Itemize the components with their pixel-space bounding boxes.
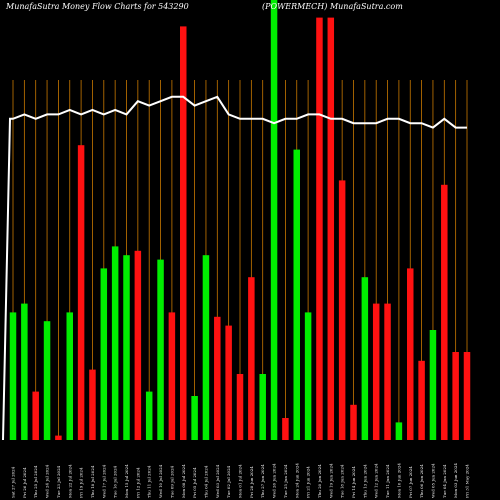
x-tick-label: Mon 10 Jun 2024 — [396, 463, 401, 498]
x-tick-label: Wed 12 Jun 2024 — [374, 463, 379, 498]
money-flow-bar — [66, 312, 73, 440]
money-flow-bar — [236, 374, 244, 440]
x-tick-label: Fri 28 Jun 2024 — [249, 466, 254, 498]
money-flow-bar — [452, 352, 459, 440]
x-tick-label: Fri 14 Jun 2024 — [351, 466, 356, 498]
x-tick-label: Thu 18 Jul 2024 — [90, 465, 95, 498]
x-tick-label: Wed 24 Jul 2024 — [45, 464, 50, 498]
money-flow-bar — [77, 145, 85, 440]
money-flow-bars — [9, 0, 471, 441]
money-flow-bar — [202, 255, 210, 440]
money-flow-bar — [304, 312, 312, 440]
money-flow-bar — [372, 303, 380, 440]
x-tick-label: Fri 05 Jul 2024 — [192, 467, 197, 498]
x-tick-label: Thu 04 Jul 2024 — [203, 465, 208, 498]
money-flow-bar — [384, 303, 391, 440]
money-flow-bar — [145, 391, 153, 440]
x-tick-label: Tue 04 Jun 2024 — [442, 464, 447, 498]
money-flow-bar — [100, 268, 108, 440]
x-tick-label: Thu 27 Jun 2024 — [260, 464, 265, 498]
x-tick-label: Tue 18 Jun 2024 — [340, 464, 345, 498]
x-tick-label: Wed 26 Jun 2024 — [272, 463, 277, 498]
x-tick-label: Fri 26 Jul 2024 — [22, 467, 27, 498]
x-tick-label: Wed 03 Jul 2024 — [215, 464, 220, 498]
x-tick-label: Fri 31 May 2024 — [465, 464, 470, 498]
money-flow-bar — [32, 391, 39, 440]
money-flow-bar — [55, 435, 62, 440]
money-flow-bar — [350, 404, 357, 440]
money-flow-bar — [111, 246, 119, 440]
money-flow-bar — [21, 303, 28, 440]
money-flow-bar — [327, 17, 335, 440]
x-tick-label: Mon 08 Jul 2024 — [181, 464, 186, 498]
money-flow-bar — [134, 250, 142, 440]
x-tick-label: Mon 03 Jun 2024 — [453, 463, 458, 498]
x-tick-labels: Sat 27 Jul 2024 Fri 26 Jul 2024 Thu 25 Jul… — [11, 463, 470, 498]
money-flow-bar — [441, 184, 448, 440]
chart-subtitle: (POWERMECH) MunafaSutra.com — [262, 2, 403, 11]
money-flow-bar — [180, 26, 187, 441]
money-flow-bar — [293, 149, 300, 440]
money-flow-bar — [225, 325, 232, 440]
chart-title: MunafaSutra Money Flow Charts for 543290 — [5, 2, 189, 11]
x-tick-label: Mon 24 Jun 2024 — [294, 463, 299, 498]
x-tick-label: Thu 20 Jun 2024 — [317, 464, 322, 498]
money-flow-line — [2, 95, 467, 441]
x-tick-label: Fri 12 Jul 2024 — [135, 467, 140, 498]
x-tick-label: Wed 05 Jun 2024 — [430, 463, 435, 498]
money-flow-bar — [43, 321, 51, 440]
money-flow-bar — [361, 277, 369, 440]
money-flow-bar — [168, 312, 176, 440]
x-tick-label: Tue 23 Jul 2024 — [56, 465, 61, 498]
money-flow-bar — [418, 360, 425, 440]
x-tick-label: Tue 25 Jun 2024 — [283, 464, 288, 498]
money-flow-bar — [282, 418, 289, 440]
money-flow-bar — [248, 277, 255, 440]
x-tick-label: Tue 09 Jul 2024 — [169, 465, 174, 498]
x-tick-label: Fri 19 Jul 2024 — [79, 467, 84, 498]
x-tick-label: Wed 19 Jun 2024 — [328, 463, 333, 498]
x-tick-label: Mon 01 Jul 2024 — [238, 464, 243, 498]
money-flow-bar — [316, 17, 323, 440]
x-tick-label: Mon 22 Jul 2024 — [67, 464, 72, 498]
money-flow-bar — [395, 422, 403, 440]
x-tick-label: Thu 13 Jun 2024 — [362, 464, 367, 498]
money-flow-bar — [429, 330, 437, 440]
x-tick-label: Tue 11 Jun 2024 — [385, 464, 390, 498]
x-tick-label: Thu 25 Jul 2024 — [33, 465, 38, 498]
x-tick-label: Fri 21 Jun 2024 — [306, 466, 311, 498]
x-tick-label: Tue 02 Jul 2024 — [226, 465, 231, 498]
x-tick-label: Sat 27 Jul 2024 — [11, 466, 16, 498]
money-flow-bar — [463, 352, 471, 440]
x-tick-label: Fri 07 Jun 2024 — [408, 466, 413, 498]
money-flow-bar — [9, 312, 17, 440]
money-flow-bar — [259, 374, 266, 440]
money-flow-bar — [270, 0, 278, 440]
x-tick-label: Tue 16 Jul 2024 — [113, 465, 118, 498]
money-flow-bar — [89, 369, 96, 440]
money-flow-bar — [157, 259, 164, 440]
x-tick-label: Wed 10 Jul 2024 — [158, 464, 163, 498]
x-tick-label: Mon 15 Jul 2024 — [124, 464, 129, 498]
x-tick-label: Thu 06 Jun 2024 — [419, 464, 424, 498]
money-flow-bar — [123, 255, 130, 440]
x-tick-label: Wed 17 Jul 2024 — [101, 464, 106, 498]
money-flow-bar — [338, 180, 346, 440]
x-tick-label: Thu 11 Jul 2024 — [147, 465, 152, 498]
money-flow-bar — [191, 396, 198, 440]
money-flow-bar — [214, 316, 221, 440]
money-flow-bar — [407, 268, 414, 440]
